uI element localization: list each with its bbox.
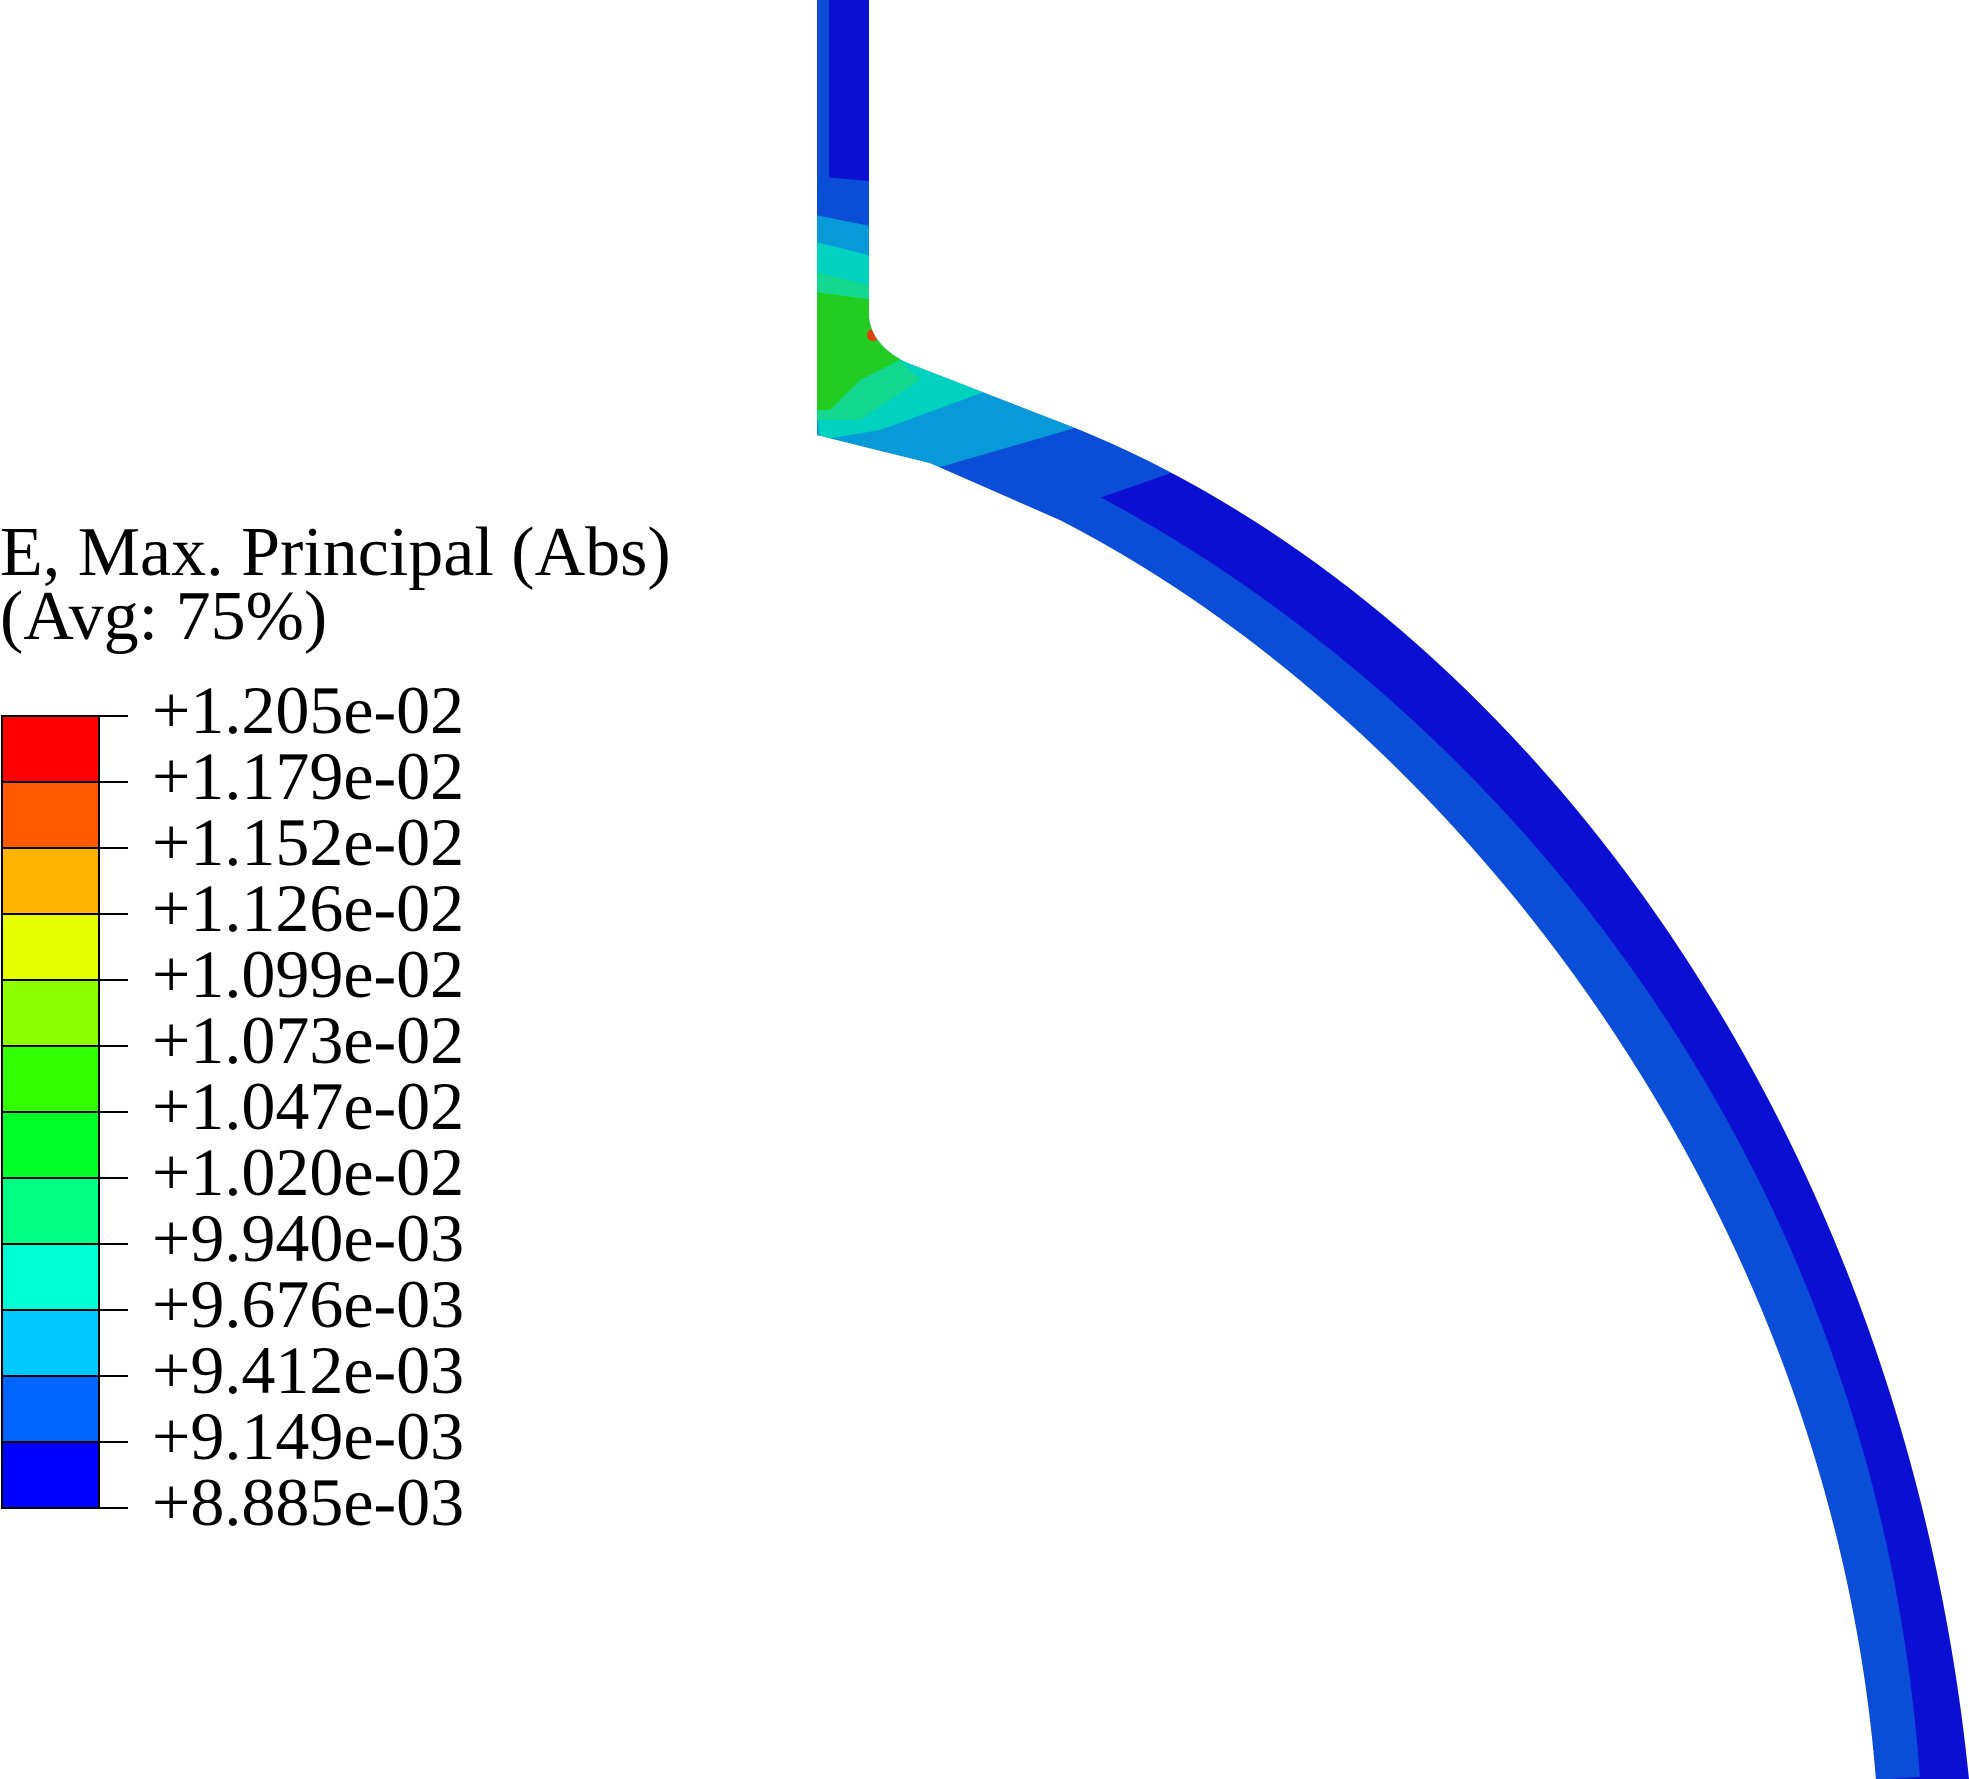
legend-band — [1, 1111, 100, 1179]
legend-band — [1, 781, 100, 849]
legend-level-label: +9.940e-03 — [152, 1200, 465, 1276]
legend-level-label: +1.047e-02 — [152, 1068, 465, 1144]
legend-band — [1, 715, 100, 783]
region-red-hotspot — [867, 329, 879, 341]
region-bar-left-strip — [817, 0, 829, 180]
legend-band — [1, 913, 100, 981]
legend-level-label: +1.205e-02 — [152, 672, 465, 748]
legend-band — [1, 1045, 100, 1113]
legend-level-label: +1.152e-02 — [152, 804, 465, 880]
legend-level-label: +1.126e-02 — [152, 870, 465, 946]
legend-band — [1, 1243, 100, 1311]
legend-level-label: +8.885e-03 — [152, 1464, 465, 1540]
legend-title: E, Max. Principal (Abs) — [0, 514, 671, 591]
legend-subtitle: (Avg: 75%) — [0, 578, 328, 655]
legend-level-label: +9.149e-03 — [152, 1398, 465, 1474]
legend-level-label: +1.179e-02 — [152, 738, 465, 814]
legend-band — [1, 1309, 100, 1377]
legend-band — [1, 1375, 100, 1443]
legend-band — [1, 979, 100, 1047]
region-blue-edge-strip — [1026, 473, 1920, 1779]
legend-level-label: +1.099e-02 — [152, 936, 465, 1012]
legend-colorbar — [1, 715, 128, 1509]
legend-band — [1, 1441, 100, 1509]
legend-level-label: +1.020e-02 — [152, 1134, 465, 1210]
legend-level-label: +9.412e-03 — [152, 1332, 465, 1408]
region-dark-blue — [817, 0, 1969, 1779]
legend-level-label: +1.073e-02 — [152, 1002, 465, 1078]
legend-band — [1, 847, 100, 915]
legend-level-label: +9.676e-03 — [152, 1266, 465, 1342]
legend-band — [1, 1177, 100, 1245]
